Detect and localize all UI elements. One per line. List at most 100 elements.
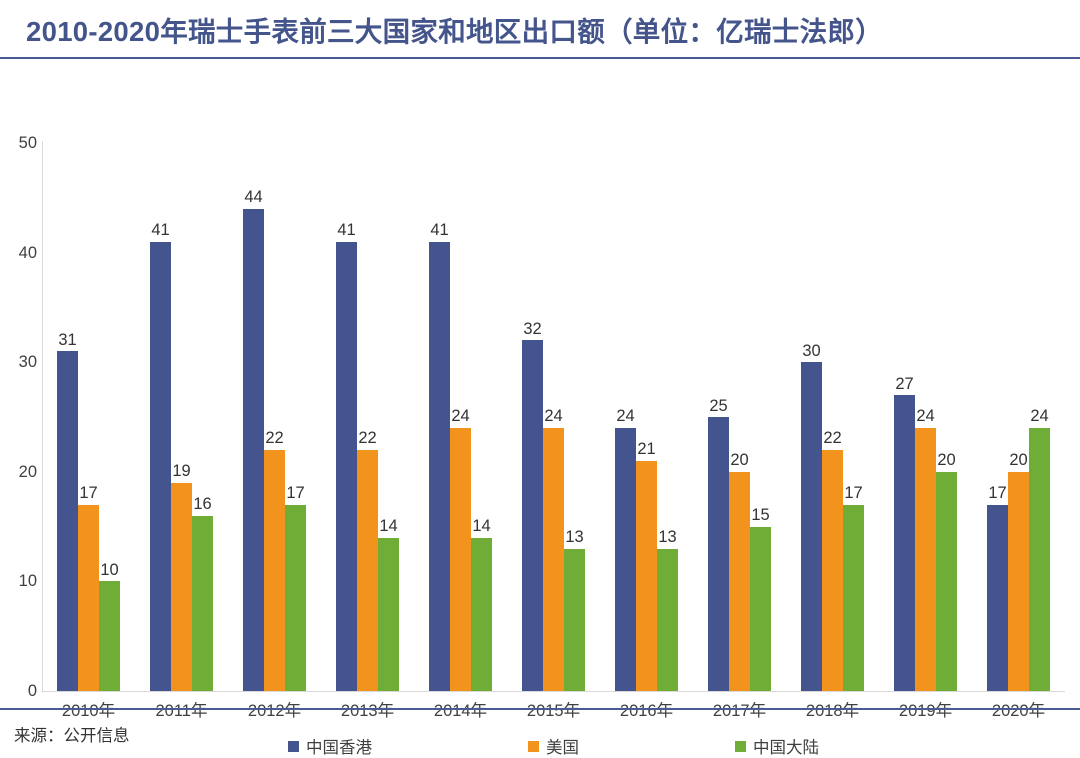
bar[interactable]: 24 (543, 408, 564, 691)
x-axis-label: 2011年 (155, 702, 208, 720)
bar[interactable]: 10 (99, 562, 120, 691)
bar[interactable]: 22 (264, 430, 285, 691)
legend-item[interactable]: 中国大陆 (735, 734, 819, 758)
bar-group: 41 19 16 (135, 143, 228, 691)
legend-label: 中国大陆 (753, 739, 819, 757)
bar-value-label: 41 (337, 221, 356, 240)
legend-label: 美国 (546, 739, 579, 757)
bar[interactable]: 24 (915, 408, 936, 691)
bar-value-label: 13 (658, 528, 677, 547)
bar-value-label: 17 (988, 484, 1007, 503)
x-axis-label: 2013年 (340, 702, 395, 720)
bar[interactable]: 16 (192, 496, 213, 691)
bar[interactable]: 20 (936, 452, 957, 691)
bar-group: 41 22 14 (321, 143, 414, 691)
y-tick-label: 10 (18, 572, 37, 591)
title-divider (0, 57, 1080, 59)
legend-item[interactable]: 美国 (528, 734, 579, 758)
bar[interactable]: 32 (522, 321, 543, 691)
bar[interactable]: 24 (1029, 408, 1050, 691)
bar[interactable]: 13 (657, 529, 678, 691)
bar-group: 41 24 14 (414, 143, 507, 691)
x-axis-label: 2014年 (433, 702, 488, 720)
title-block: 2010-2020年瑞士手表前三大国家和地区出口额（单位：亿瑞士法郎） (0, 0, 1080, 57)
bar-value-label: 22 (823, 429, 842, 448)
x-axis-label: 2012年 (247, 702, 302, 720)
bar-value-label: 24 (616, 407, 635, 426)
bar-value-label: 30 (802, 341, 821, 360)
bar-value-label: 24 (451, 407, 470, 426)
x-axis-label: 2018年 (805, 702, 860, 720)
bar-value-label: 41 (430, 221, 449, 240)
bar[interactable]: 14 (471, 518, 492, 691)
bar[interactable]: 41 (336, 222, 357, 691)
page-title: 2010-2020年瑞士手表前三大国家和地区出口额（单位：亿瑞士法郎） (26, 15, 884, 47)
bar[interactable]: 21 (636, 441, 657, 691)
bar-value-label: 21 (637, 440, 656, 459)
bar[interactable]: 30 (801, 343, 822, 691)
bar-value-label: 10 (100, 560, 119, 579)
bar-value-label: 27 (895, 374, 914, 393)
bar[interactable]: 17 (285, 485, 306, 691)
bar[interactable]: 31 (57, 332, 78, 691)
bar[interactable]: 44 (243, 189, 264, 691)
bar-value-label: 22 (358, 429, 377, 448)
chart-legend: 中国香港 美国 中国大陆 (42, 734, 1065, 758)
x-axis-label: 2015年 (526, 702, 581, 720)
bar[interactable]: 17 (987, 485, 1008, 691)
bar[interactable]: 19 (171, 463, 192, 691)
bar-group: 24 21 13 (600, 143, 693, 691)
bar-value-label: 44 (244, 188, 263, 207)
x-axis-line (42, 691, 1065, 692)
bar-group: 27 24 20 (879, 143, 972, 691)
bar[interactable]: 20 (1008, 452, 1029, 691)
x-axis-labels: 2010年 2011年 2012年 2013年 2014年 2015年 2016年 2017年… (42, 697, 1065, 721)
y-axis-line (42, 141, 43, 693)
bar[interactable]: 17 (843, 485, 864, 691)
y-tick-label: 30 (18, 353, 37, 372)
bar[interactable]: 27 (894, 376, 915, 691)
bar[interactable]: 15 (750, 507, 771, 691)
bar-value-label: 24 (1030, 407, 1049, 426)
x-axis-label: 2020年 (991, 702, 1046, 720)
bar-value-label: 32 (523, 319, 542, 338)
x-axis-label: 2010年 (61, 702, 116, 720)
bar-value-label: 22 (265, 429, 284, 448)
legend-label: 中国香港 (306, 739, 372, 757)
bar-value-label: 17 (844, 484, 863, 503)
bar-group: 44 22 17 (228, 143, 321, 691)
bar[interactable]: 41 (429, 222, 450, 691)
bar[interactable]: 13 (564, 529, 585, 691)
bar-value-label: 20 (1009, 451, 1028, 470)
x-axis-label: 2017年 (712, 702, 767, 720)
bar-value-label: 14 (379, 517, 398, 536)
bar[interactable]: 25 (708, 397, 729, 691)
x-axis-label: 2016年 (619, 702, 674, 720)
bar-value-label: 17 (286, 484, 305, 503)
legend-item[interactable]: 中国香港 (288, 734, 372, 758)
legend-swatch-icon (288, 740, 299, 752)
bar[interactable]: 17 (78, 485, 99, 691)
legend-swatch-icon (528, 740, 539, 752)
bar-value-label: 14 (472, 517, 491, 536)
bar[interactable]: 41 (150, 222, 171, 691)
bar-value-label: 24 (544, 407, 563, 426)
y-tick-label: 50 (18, 134, 37, 152)
bar-value-label: 24 (916, 407, 935, 426)
footer-divider (0, 708, 1080, 710)
bar[interactable]: 22 (357, 430, 378, 691)
y-tick-label: 40 (18, 243, 37, 262)
bar-value-label: 15 (751, 506, 770, 525)
bar-group: 17 20 24 (972, 143, 1065, 691)
bar[interactable]: 22 (822, 430, 843, 691)
bar-value-label: 20 (730, 451, 749, 470)
bar-group: 31 17 10 (42, 143, 135, 691)
bar[interactable]: 24 (615, 408, 636, 691)
y-tick-label: 0 (27, 682, 37, 700)
bar-value-label: 41 (151, 221, 170, 240)
legend-swatch-icon (735, 740, 746, 752)
bar-group: 30 22 17 (786, 143, 879, 691)
bar[interactable]: 20 (729, 452, 750, 691)
bar[interactable]: 14 (378, 518, 399, 691)
bar[interactable]: 24 (450, 408, 471, 691)
